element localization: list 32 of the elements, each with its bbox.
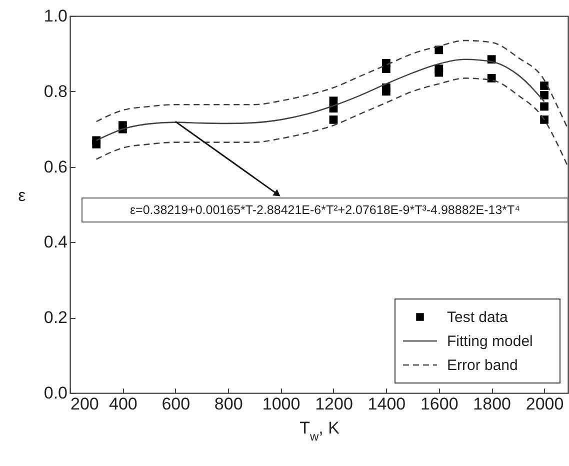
y-tick-label: 1.0	[44, 6, 68, 26]
x-tick-label: 1200	[315, 394, 353, 414]
point	[434, 46, 444, 54]
point	[382, 87, 390, 96]
x-tick-label: 400	[109, 394, 138, 414]
point	[540, 102, 548, 111]
point	[487, 74, 496, 82]
legend-label: Test data	[447, 309, 509, 326]
point	[540, 82, 548, 90]
x-tick-label: 1000	[262, 394, 300, 414]
point	[434, 68, 444, 77]
legend-label: Error band	[447, 357, 518, 374]
y-tick-label: 0.8	[44, 82, 68, 101]
y-tick-label: 0.6	[44, 157, 68, 176]
legend-label: Fitting model	[447, 333, 533, 350]
x-tick-label: 1800	[473, 394, 511, 414]
point	[382, 64, 390, 73]
y-tick-label: 0.0	[44, 384, 68, 402]
x-axis-title: T$_{w}$, K	[300, 418, 340, 444]
x-tick-label: 200	[70, 394, 99, 414]
y-tick-label: 0.4	[44, 232, 68, 252]
x-tick-label: 600	[162, 394, 190, 414]
x-tick-label: 1400	[368, 394, 406, 414]
x-tick-label: 800	[214, 394, 243, 414]
x-tick-label: 1600	[420, 394, 458, 414]
x-tick-label: 2000	[526, 394, 564, 414]
y-axis-title: ε	[18, 186, 26, 205]
y-tick-label: 0.2	[44, 308, 68, 328]
point	[329, 115, 338, 124]
point	[92, 140, 101, 148]
point	[540, 90, 548, 100]
annotation: ε=0.38219+0.00165*T-2.88421E-6*T²+2.07618E-9*T³-4.98882E-13*T⁴	[130, 203, 520, 217]
